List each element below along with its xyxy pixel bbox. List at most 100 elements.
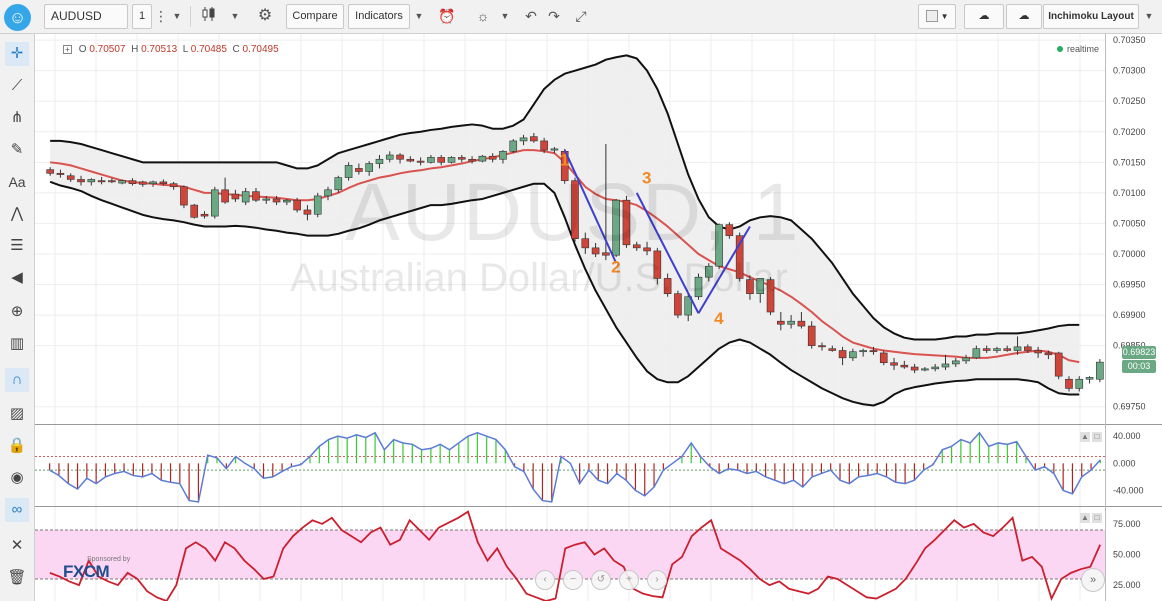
legend-toggle-icon[interactable]: + — [63, 45, 72, 54]
indicators-chevron-icon[interactable]: ▼ — [414, 11, 424, 21]
candle-body — [571, 180, 579, 239]
candle-body — [77, 179, 85, 183]
trend-line-icon[interactable]: ⟋ — [11, 77, 23, 94]
rsi-line — [49, 510, 1101, 601]
candle-body — [612, 199, 620, 256]
color-picker-button[interactable]: ▼ — [918, 4, 956, 29]
chevron-down-icon[interactable]: ▼ — [172, 11, 182, 21]
text-icon[interactable]: Aa — [8, 174, 26, 190]
oscillator-tick-label: 40.000 — [1113, 431, 1141, 441]
reset-icon[interactable]: ↺ — [591, 570, 611, 590]
price-tick-label: 0.70100 — [1113, 188, 1146, 198]
candle-body — [756, 278, 765, 294]
crosshair-icon[interactable]: ✛ — [5, 42, 29, 66]
fib-icon[interactable]: ☰ — [10, 237, 24, 254]
pitchfork-icon[interactable]: ⋔ — [10, 109, 24, 126]
candle-body — [663, 278, 672, 294]
interval-menu-icon[interactable]: ⋮ — [154, 8, 168, 24]
redo-icon[interactable]: ↷ — [548, 8, 560, 24]
candle-body — [118, 180, 126, 184]
pane2-maximize-icon[interactable]: □ — [1092, 513, 1102, 523]
smiley-icon[interactable]: ☺ — [4, 4, 31, 31]
watermark-symbol: AUDUSD, 1 — [345, 167, 801, 258]
drawings-icon[interactable]: ▨ — [9, 405, 25, 422]
candle-body — [591, 247, 600, 255]
candle-body — [211, 189, 219, 217]
candle-body — [519, 137, 528, 142]
ohlc-open-value: 0.70507 — [89, 44, 126, 55]
candle-body — [241, 191, 250, 203]
price-tick-label: 0.70150 — [1113, 157, 1146, 167]
measure-icon[interactable]: ▥ — [9, 335, 25, 352]
candle-body — [807, 325, 816, 346]
candle-body — [797, 320, 806, 327]
candle-body — [138, 181, 147, 185]
pane2-up-icon[interactable]: ▲ — [1080, 513, 1090, 523]
candle-body — [787, 320, 795, 325]
candle-body — [725, 224, 734, 236]
trash-icon[interactable]: 🗑 — [7, 569, 27, 586]
scroll-to-realtime-icon[interactable]: » — [1081, 568, 1105, 592]
layout-chevron-icon[interactable]: ▼ — [1144, 11, 1154, 21]
candle-body — [1044, 352, 1053, 356]
interval-button[interactable]: 1 — [132, 4, 152, 29]
zoom-icon[interactable]: ⊕ — [10, 303, 24, 320]
zoom-in-icon[interactable]: + — [619, 570, 639, 590]
candle-body — [643, 247, 651, 252]
wave-annotation-line — [697, 225, 751, 314]
candle-body — [777, 320, 785, 325]
cloud-upload-icon[interactable]: ☁ — [1006, 4, 1042, 29]
candle-body — [468, 158, 476, 162]
layout-button[interactable]: Inchimoku Layout — [1043, 4, 1139, 29]
chart-area[interactable]: 0.70350 0.70300 0.70250 0.70200 0.70150 0.701… — [35, 34, 1162, 601]
candle-body — [272, 198, 281, 203]
fxcm-logo[interactable]: FXCM — [63, 562, 110, 581]
eye-icon[interactable]: ◉ — [10, 469, 24, 486]
pane-up-icon[interactable]: ▲ — [1080, 432, 1090, 442]
symbol-search-input[interactable]: AUDUSD — [44, 4, 128, 29]
candle-body — [427, 157, 435, 163]
pattern-icon[interactable]: ⋀ — [10, 205, 24, 222]
wave-annotation-line — [563, 149, 618, 264]
candle-body — [550, 148, 559, 151]
magnet-icon[interactable]: ∩ — [5, 368, 29, 392]
candle-body — [684, 296, 693, 316]
top-toolbar: ☺ AUDUSD 1 ⋮ ▼ ▼ ⚙ Compare Indicators ▼ … — [0, 0, 1162, 34]
scroll-left-icon[interactable]: ‹ — [535, 570, 555, 590]
chart-type-chevron-icon[interactable]: ▼ — [230, 11, 240, 21]
price-tick-label: 0.70000 — [1113, 249, 1146, 259]
wave-label: 4 — [714, 309, 724, 328]
sun-icon[interactable]: ☼ — [476, 8, 490, 24]
undo-icon[interactable]: ↶ — [525, 8, 537, 24]
tools-icon[interactable]: ✕ — [10, 537, 24, 554]
chart-canvas[interactable]: 0.70350 0.70300 0.70250 0.70200 0.70150 0.701… — [35, 34, 1162, 601]
indicators-button[interactable]: Indicators — [348, 4, 410, 29]
candle-body — [993, 348, 1001, 351]
pane-maximize-icon[interactable]: □ — [1092, 432, 1102, 442]
fullscreen-icon[interactable]: ⤢ — [575, 8, 587, 24]
gear-icon[interactable]: ⚙ — [257, 7, 273, 24]
alert-icon[interactable]: ⏰ — [438, 8, 456, 24]
link-icon[interactable]: ∞ — [5, 498, 29, 522]
ohlc-high-label: H — [131, 44, 139, 55]
scroll-right-small-icon[interactable]: › — [647, 570, 667, 590]
compare-button[interactable]: Compare — [286, 4, 344, 29]
candle-body — [746, 279, 754, 294]
drawing-toolbar: ✛ ⟋ ⋔ ✎ Aa ⋀ ☰ ◀ ⊕ ▥ ∩ ▨ 🔒 ◉ ∞ ✕ 🗑 — [0, 34, 35, 601]
arrow-left-icon[interactable]: ◀ — [11, 269, 23, 286]
bollinger-band-fill — [50, 55, 1080, 406]
zoom-out-icon[interactable]: − — [563, 570, 583, 590]
lock-icon[interactable]: 🔒 — [7, 437, 27, 454]
separator — [190, 6, 191, 27]
candle-body — [97, 180, 106, 183]
theme-chevron-icon[interactable]: ▼ — [500, 11, 510, 21]
status-dot-icon — [1057, 46, 1063, 52]
rsi-tick-label: 50.000 — [1113, 550, 1141, 560]
candle-body — [694, 276, 703, 298]
candles-icon[interactable] — [198, 5, 220, 27]
candle-body — [838, 350, 847, 359]
candle-body — [56, 173, 65, 175]
brush-icon[interactable]: ✎ — [10, 141, 24, 158]
ohlc-open-label: O — [78, 44, 87, 55]
cloud-download-icon[interactable]: ☁ — [964, 4, 1004, 29]
